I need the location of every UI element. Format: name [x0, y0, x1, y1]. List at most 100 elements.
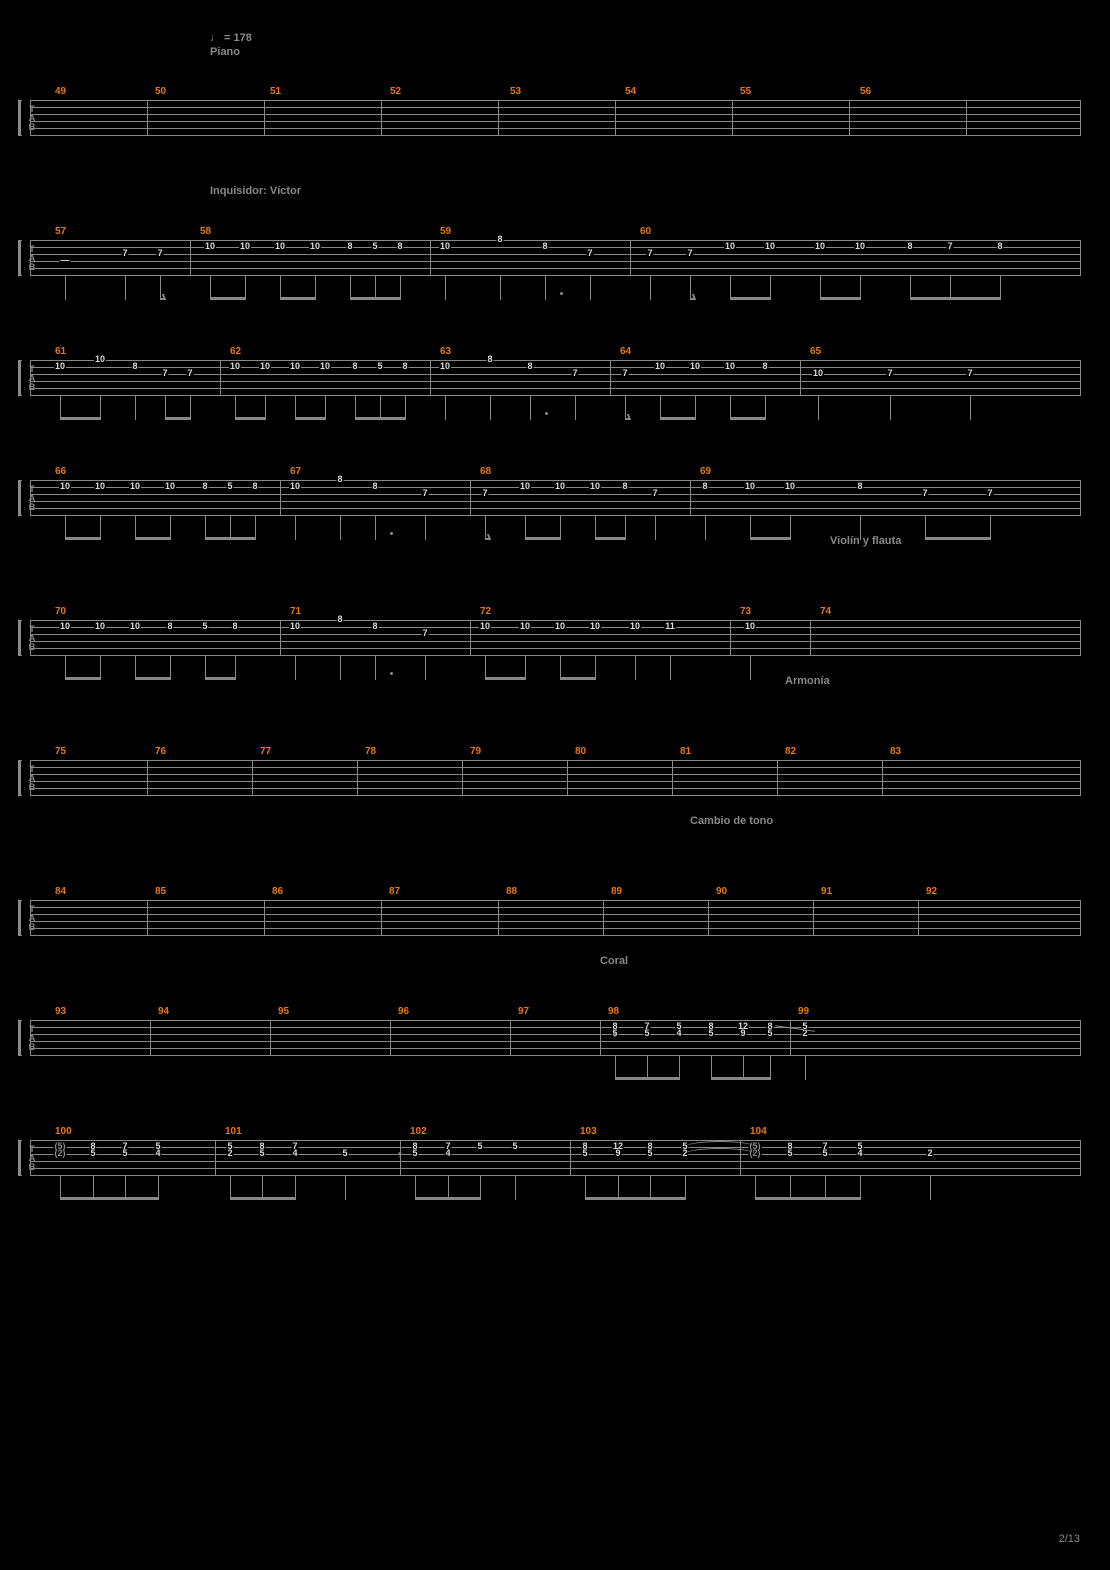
staff-lines — [30, 360, 1080, 396]
barline — [270, 1020, 271, 1056]
barline — [470, 620, 471, 656]
measure-number: 79 — [470, 746, 481, 757]
fret-number: 8 — [621, 483, 628, 491]
fret-number: 2 — [926, 1150, 933, 1158]
measure-number: 66 — [55, 466, 66, 477]
fret-number: 10 — [764, 243, 776, 251]
measure-number: 81 — [680, 746, 691, 757]
barline — [1080, 360, 1081, 396]
system-bracket — [18, 1020, 22, 1056]
measure-number: 59 — [440, 226, 451, 237]
fret-number: 2 — [226, 1150, 233, 1158]
fret-number: 10 — [519, 483, 531, 491]
barline — [1080, 760, 1081, 796]
barline — [1080, 480, 1081, 516]
note-stem — [445, 276, 446, 300]
note-stem — [500, 276, 501, 300]
note-stem — [345, 1176, 346, 1200]
measure-number: 101 — [225, 1126, 242, 1137]
barline — [567, 760, 568, 796]
fret-number: 8 — [231, 623, 238, 631]
barline — [603, 900, 604, 936]
fret-number: 8 — [346, 243, 353, 251]
measure-number: 51 — [270, 86, 281, 97]
measure-number: 96 — [398, 1006, 409, 1017]
fret-number: 10 — [239, 243, 251, 251]
beam — [295, 417, 326, 420]
measure-number: 72 — [480, 606, 491, 617]
barline — [498, 100, 499, 136]
note-stem — [125, 276, 126, 300]
note-stem — [135, 396, 136, 420]
fret-number: 7 — [651, 490, 658, 498]
tab-system: TAB4950515253545556 — [30, 100, 1080, 170]
barline — [470, 480, 471, 516]
system-bracket — [18, 760, 22, 796]
augmentation-dot — [390, 532, 393, 535]
fret-number: 10 — [724, 363, 736, 371]
fret-number: 10 — [744, 483, 756, 491]
barline — [264, 900, 265, 936]
measure-number: 71 — [290, 606, 301, 617]
beam — [355, 417, 406, 420]
tab-clef: TAB — [26, 105, 38, 132]
barline — [600, 1020, 601, 1056]
beam — [711, 1077, 771, 1080]
fret-number: 10 — [259, 363, 271, 371]
fret-number: 7 — [161, 370, 168, 378]
fret-number: 7 — [946, 243, 953, 251]
note-flag — [690, 276, 691, 300]
beam — [60, 417, 101, 420]
fret-number: 7 — [586, 250, 593, 258]
barline — [381, 900, 382, 936]
system-bracket — [18, 240, 22, 276]
fret-number: 10 — [309, 243, 321, 251]
barline — [30, 760, 31, 796]
fret-number: 8 — [336, 616, 343, 624]
fret-number: 10 — [554, 483, 566, 491]
measure-number: 74 — [820, 606, 831, 617]
beam — [205, 537, 256, 540]
fret-number: 10 — [744, 623, 756, 631]
fret-number: 5 — [121, 1150, 128, 1158]
measure-number: 77 — [260, 746, 271, 757]
beam — [925, 537, 991, 540]
note-stem — [750, 656, 751, 680]
beam — [485, 677, 526, 680]
augmentation-dot — [390, 672, 393, 675]
barline — [800, 360, 801, 396]
beam — [910, 297, 1001, 300]
fret-number: 7 — [966, 370, 973, 378]
measure-number: 50 — [155, 86, 166, 97]
tab-system: TAB6162636465101087710101010858108877101… — [30, 360, 1080, 430]
system-bracket — [18, 100, 22, 136]
fret-number: 7 — [621, 370, 628, 378]
fret-number: 10 — [479, 623, 491, 631]
fret-number: 5 — [371, 243, 378, 251]
fret-number: 8 — [371, 623, 378, 631]
fret-number: 5 — [411, 1150, 418, 1158]
fret-number: 9 — [739, 1030, 746, 1038]
fret-number: 10 — [59, 483, 71, 491]
note-stem — [65, 276, 66, 300]
measure-number: 104 — [750, 1126, 767, 1137]
fret-number: 8 — [541, 243, 548, 251]
tab-clef: TAB — [26, 625, 38, 652]
fret-number: — — [60, 257, 71, 265]
measure-number: 61 — [55, 346, 66, 357]
beam — [595, 537, 626, 540]
beam — [730, 297, 771, 300]
staff-lines — [30, 900, 1080, 936]
fret-number: 8 — [496, 236, 503, 244]
measure-number: 56 — [860, 86, 871, 97]
fret-number: 10 — [229, 363, 241, 371]
barline — [30, 100, 31, 136]
barline — [790, 1020, 791, 1056]
beam — [615, 1077, 680, 1080]
note-stem — [530, 396, 531, 420]
barline — [813, 900, 814, 936]
barline — [615, 100, 616, 136]
fret-number: 7 — [571, 370, 578, 378]
fret-number: 7 — [186, 370, 193, 378]
barline — [147, 760, 148, 796]
